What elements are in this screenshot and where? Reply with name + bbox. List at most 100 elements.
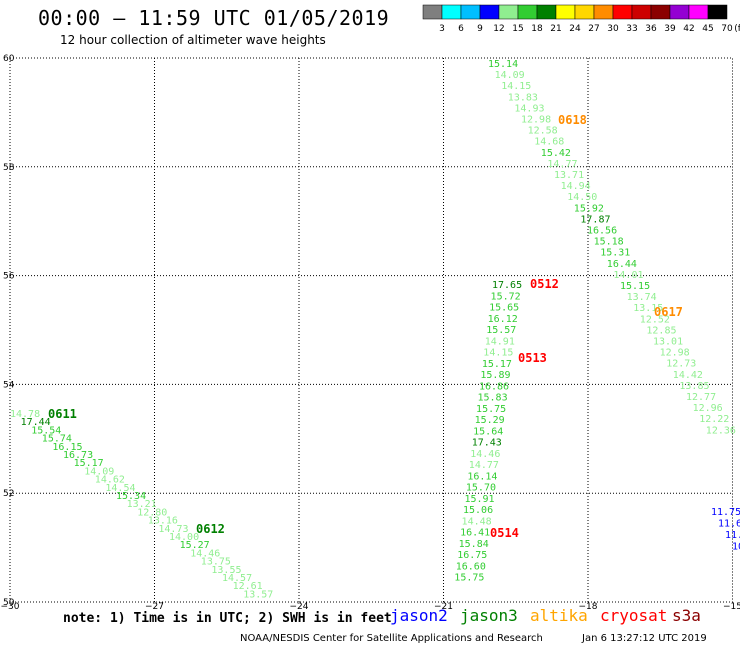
scale-label: 39 [664,24,676,34]
credit-text: NOAA/NESDIS Center for Satellite Applica… [240,633,543,644]
wave-height-label: 13.83 [508,92,538,103]
wave-height-label: 14.01 [613,270,643,281]
wave-height-label: 13.75 [201,557,231,568]
wave-height-label: 15.72 [491,291,521,302]
scale-label: 45 [702,24,713,34]
wave-height-label: 15.14 [488,59,518,70]
wave-height-label: 13.21 [127,499,157,510]
longitude-label: −27 [145,602,164,612]
wave-height-label: 14.15 [483,348,513,359]
wave-height-label: 15.15 [620,281,650,292]
longitude-label: −15 [723,602,740,612]
scale-label: 6 [458,24,464,34]
wave-height-label: 14.93 [514,103,544,114]
wave-height-label: 15.65 [489,303,519,314]
wave-height-label: 17.87 [580,214,610,225]
wave-height-label: 14.68 [534,137,564,148]
wave-height-label: 15.92 [574,203,604,214]
page-subtitle: 12 hour collection of altimeter wave hei… [60,33,326,47]
footer-credit: NOAA/NESDIS Center for Satellite Applica… [240,633,707,644]
wave-height-label: 12.22 [699,414,729,425]
wave-height-label: 15.74 [42,434,72,445]
satellite-cryosat: cryosat [600,606,668,625]
wave-height-label: 14.46 [190,548,220,559]
wave-height-label: 15.64 [473,426,503,437]
latitude-label: 56 [3,272,15,282]
wave-height-label: 16.86 [479,381,509,392]
wave-height-label: 11.63 [718,519,740,530]
wave-height-label: 14.50 [567,192,597,203]
pass-id-label: 0617 [654,305,683,319]
wave-height-label: 14.42 [673,370,703,381]
wave-height-label: 13.55 [211,565,241,576]
wave-height-label: 14.77 [547,159,577,170]
wave-height-label: 15.06 [463,505,493,516]
wave-height-label: 15.75 [476,404,506,415]
wave-height-label: 14.57 [222,573,252,584]
wave-height-label: 13.71 [554,170,584,181]
scale-label: (ft) [734,24,740,34]
latitude-label: 60 [3,54,15,64]
wave-height-label: 14.00 [169,532,199,543]
wave-height-label: 15.70 [466,483,496,494]
wave-height-label: 17.65 [492,280,522,291]
wave-height-label: 15.17 [74,458,104,469]
wave-height-label: 12.61 [233,581,263,592]
page-title: 00:00 – 11:59 UTC 01/05/2019 [38,6,390,30]
wave-height-label: 15.75 [454,573,484,584]
scale-label: 24 [569,24,581,34]
pass-id-label: 0611 [48,407,77,421]
latitude-label: 52 [3,489,14,499]
wave-height-label: 15.54 [31,425,61,436]
wave-height-label: 12.73 [666,359,696,370]
generated-timestamp: Jan 6 13:27:12 UTC 2019 [582,633,707,644]
wave-height-label: 14.09 [84,466,114,477]
satellite-jason3: jason3 [460,606,518,625]
wave-height-label: 13.15 [633,303,663,314]
wave-height-label: 15.89 [480,370,510,381]
wave-height-label: 16.14 [467,471,497,482]
wave-height-label: 16.56 [587,226,617,237]
wave-height-label: 16.15 [52,442,82,453]
longitude-label: −18 [579,602,598,612]
wave-height-label: 10 [732,542,740,553]
wave-height-label: 11.75 [711,507,740,518]
wave-height-label: 15.42 [541,148,571,159]
latitude-label: 58 [3,163,15,173]
wave-height-label: 14.77 [469,460,499,471]
scale-label: 9 [477,24,483,34]
wave-height-label: 15.29 [475,415,505,426]
pass-id-label: 0513 [518,351,547,365]
wave-height-label: 11.1 [725,530,740,541]
wave-height-label: 14.62 [95,475,125,486]
wave-height-label: 12.85 [646,325,676,336]
wave-height-label: 13.74 [627,292,657,303]
satellite-altika: altika [530,606,588,625]
scale-swatch [707,4,728,20]
longitude-label: −21 [434,602,453,612]
wave-height-label: 12.77 [686,392,716,403]
wave-height-label: 15.17 [482,359,512,370]
scale-label: 21 [550,24,561,34]
wave-height-label: 14.78 [10,409,40,420]
wave-height-label: 12.52 [640,314,670,325]
wave-height-label: 14.46 [470,449,500,460]
pass-id-label: 0612 [196,522,225,536]
pass-id-label: 0618 [558,113,587,127]
scale-label: 18 [531,24,543,34]
wave-height-label: 15.91 [464,494,494,505]
pass-id-label: 0512 [530,277,559,291]
latitude-label: 50 [3,598,15,608]
scale-label: 36 [645,24,657,34]
wave-height-label: 12.96 [693,403,723,414]
wave-height-label: 16.73 [63,450,93,461]
wave-height-label: 16.12 [488,314,518,325]
wave-height-label: 15.18 [594,237,624,248]
wave-height-label: 14.15 [501,81,531,92]
longitude-label: −24 [290,602,309,612]
wave-height-label: 16.60 [456,561,486,572]
latitude-label: 54 [3,380,15,390]
wave-height-label: 14.54 [105,483,135,494]
wave-height-label: 14.48 [462,516,492,527]
